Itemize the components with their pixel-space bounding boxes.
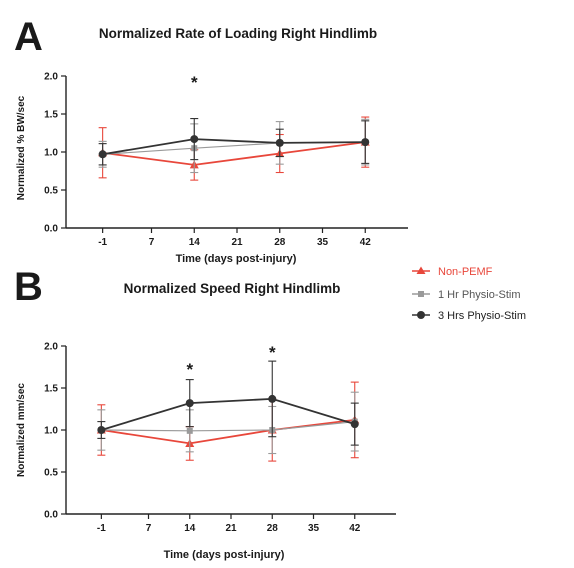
panel-b: B Normalized Speed Right Hindlimb Time (… (14, 265, 396, 561)
y-tick-label: 1.0 (44, 426, 58, 437)
legend: Non-PEMF 1 Hr Physio-Stim 3 Hrs Physio-S… (412, 266, 526, 322)
legend-label: 3 Hrs Physio-Stim (438, 310, 526, 322)
legend-label: 1 Hr Physio-Stim (438, 289, 521, 301)
panel-b-letter: B (14, 265, 43, 309)
y-tick-label: 2.0 (44, 72, 58, 83)
panel-a: A Normalized Rate of Loading Right Hindl… (14, 15, 408, 265)
x-tick-label: 21 (231, 237, 243, 248)
x-tick-label: 7 (149, 237, 155, 248)
panel-a-letter: A (14, 15, 43, 59)
series-line-3 (101, 397, 356, 431)
series-line-1 (102, 141, 366, 166)
y-tick-label: 1.5 (44, 384, 58, 395)
data-point (275, 138, 284, 147)
x-tick-label: 28 (267, 523, 279, 534)
x-tick-label: -1 (98, 237, 107, 248)
y-tick-label: 0.5 (44, 468, 58, 479)
y-tick-label: 0.5 (44, 186, 58, 197)
panel-b-ylabel: Normalized mm/sec (16, 383, 27, 477)
y-tick-label: 1.5 (44, 110, 58, 121)
x-tick-label: 42 (360, 237, 372, 248)
series-line-3 (102, 138, 366, 156)
data-point (190, 135, 199, 144)
y-tick-label: 0.0 (44, 510, 58, 521)
data-point (185, 399, 194, 408)
significance-asterisk: * (191, 73, 198, 92)
data-point (361, 138, 370, 147)
x-tick-label: 14 (189, 237, 201, 248)
x-tick-label: 21 (225, 523, 237, 534)
data-point (350, 420, 359, 429)
panel-a-ylabel: Normalized % BW/sec (16, 95, 27, 200)
data-point (97, 426, 106, 434)
x-tick-label: -1 (97, 523, 106, 534)
y-tick-label: 0.0 (44, 224, 58, 235)
legend-item-3hrs: 3 Hrs Physio-Stim (412, 310, 526, 322)
panel-b-xlabel: Time (days post-injury) (164, 549, 285, 561)
significance-asterisk: * (269, 343, 276, 362)
legend-label: Non-PEMF (438, 266, 493, 278)
legend-marker-circle (417, 311, 425, 319)
panel-a-plot: 0.0 0.5 1.0 1.5 2.0 -1 7 14 21 28 35 42 * (44, 72, 408, 248)
x-tick-label: 7 (146, 523, 152, 534)
x-tick-label: 35 (308, 523, 320, 534)
x-tick-label: 35 (317, 237, 329, 248)
x-tick-label: 42 (349, 523, 361, 534)
panel-b-plot: 0.0 0.5 1.0 1.5 2.0 -1 7 14 21 28 35 42 * * (44, 342, 396, 534)
data-point (268, 394, 277, 403)
legend-marker-triangle (416, 266, 426, 274)
x-tick-label: 14 (184, 523, 196, 534)
panel-b-title: Normalized Speed Right Hindlimb (124, 281, 341, 296)
legend-marker-square (418, 291, 424, 297)
y-tick-label: 1.0 (44, 148, 58, 159)
series-line-1 (101, 419, 355, 445)
data-point (98, 150, 107, 159)
data-point (186, 427, 193, 434)
y-tick-label: 2.0 (44, 342, 58, 353)
panel-a-xlabel: Time (days post-injury) (176, 253, 297, 265)
legend-item-non-pemf: Non-PEMF (412, 266, 493, 278)
x-tick-label: 28 (274, 237, 286, 248)
panel-a-title: Normalized Rate of Loading Right Hindlim… (99, 26, 377, 41)
significance-asterisk: * (186, 360, 193, 379)
series-line-2 (101, 421, 355, 432)
legend-item-1hr: 1 Hr Physio-Stim (412, 289, 521, 301)
